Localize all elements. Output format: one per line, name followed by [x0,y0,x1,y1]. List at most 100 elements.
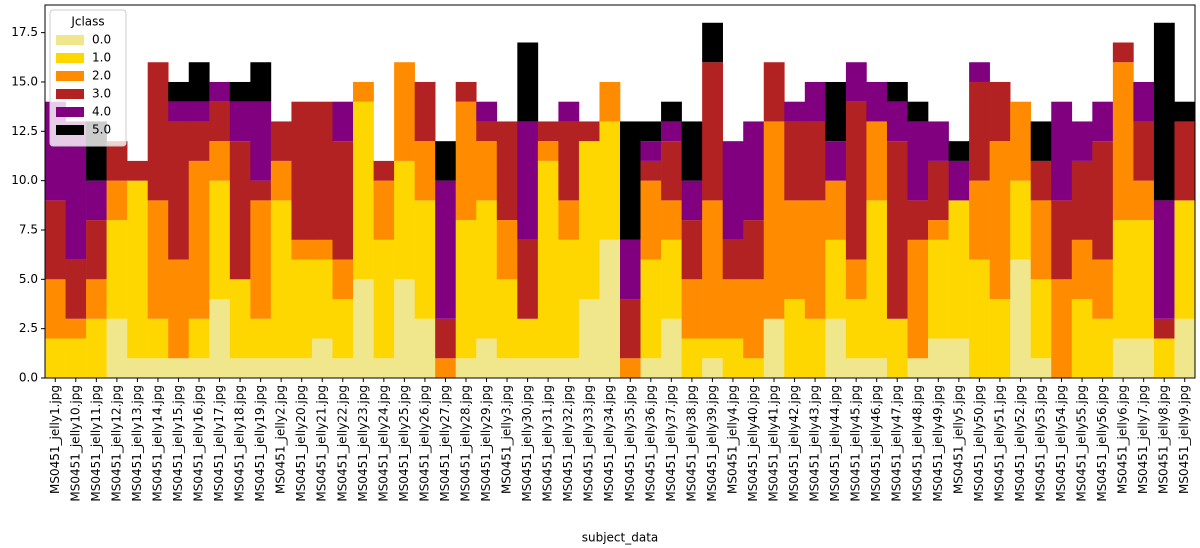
bar-segment [907,239,929,359]
bar-segment [886,101,908,142]
bar-segment [311,338,333,378]
bar-segment [599,239,621,378]
bar-segment [907,101,929,122]
x-tick-label: MS0451_jelly5.jpg [951,385,965,494]
bar-segment [928,220,949,240]
bar-segment [702,338,723,359]
bar-segment [45,338,66,378]
x-tick-label: MS0451_jelly40.jpg [746,385,760,502]
bar-segment [948,338,970,378]
bar-segment [65,121,87,260]
bar-segment [45,200,66,280]
bar-segment [209,180,231,300]
bar-segment [804,121,826,201]
bar-segment [681,338,703,378]
bar-segment [476,101,498,122]
bar-segment [928,121,949,161]
bar-segment [1092,318,1114,378]
bar-segment [640,121,662,142]
bar-segment [1030,358,1052,378]
x-tick-label: MS0451_jelly45.jpg [849,385,863,502]
bar-segment [250,318,272,359]
x-tick-label: MS0451_jelly56.jpg [1095,385,1109,502]
bar-segment [1092,259,1114,319]
y-tick-label: 2.5 [19,321,38,335]
x-tick-label: MS0451_jelly49.jpg [931,385,945,502]
x-tick-label: MS0451_jelly53.jpg [1033,385,1047,502]
bar-segment [578,299,600,378]
x-axis-label: subject_data [582,531,659,545]
x-tick-label: MS0451_jelly55.jpg [1075,385,1089,502]
bar-segment [106,220,128,319]
bar-segment [476,121,498,142]
bar-segment [681,180,703,221]
bar-segment [476,200,498,339]
bar-segment [414,200,436,319]
bar-segment [578,121,600,142]
bar-segment [948,141,970,161]
x-tick-label: MS0451_jelly54.jpg [1054,385,1068,502]
bar-segment [989,81,1011,142]
x-tick-label: MS0451_jelly50.jpg [972,385,986,502]
bar-segment [229,81,251,102]
bar-segment [414,141,436,201]
bar-segment [476,141,498,201]
bar-segment [373,180,395,240]
bar-segment [455,220,477,359]
x-tick-label: MS0451_jelly38.jpg [684,385,698,502]
bar-segment [229,279,251,359]
bar-segment [1174,318,1196,378]
bar-segment [661,318,682,378]
legend-title: Jclass [70,15,104,29]
bar-segment [517,42,539,122]
legend-label: 1.0 [92,51,111,65]
bar-segment [311,101,333,240]
bar-segment [270,160,292,201]
bar-segment [517,239,539,319]
bar-segment [722,338,744,378]
bar-segment [845,101,867,260]
x-tick-label: MS0451_jelly44.jpg [828,385,842,502]
bar-segment [435,358,457,378]
bar-segment [825,318,847,378]
bar-segment [291,358,313,378]
bar-segment [455,358,477,378]
x-tick-label: MS0451_jelly24.jpg [376,385,390,502]
bar-segment [332,101,354,142]
x-tick-label: MS0451_jelly4.jpg [725,385,739,494]
bar-segment [640,259,662,359]
bar-segment [722,279,744,339]
y-tick-label: 17.5 [11,25,38,39]
bar-segment [147,358,169,378]
bar-segment [702,22,723,63]
x-tick-label: MS0451_jelly46.jpg [869,385,883,502]
x-tick-label: MS0451_jelly47.jpg [890,385,904,502]
y-tick-label: 12.5 [11,124,38,138]
bar-segment [168,121,190,260]
bar-segment [1010,101,1032,181]
bar-segment [578,141,600,300]
bar-segment [763,62,785,122]
bar-segment [496,358,518,378]
bar-segment [209,299,231,378]
bar-segment [661,141,682,201]
x-tick-label: MS0451_jelly15.jpg [171,385,185,502]
bar-segment [353,279,374,378]
bar-segment [1051,200,1073,280]
bar-segment [1051,101,1073,201]
bar-segment [969,81,990,181]
bar-segment [1133,220,1155,339]
bar-segment [1071,160,1093,240]
bar-segment [106,141,128,181]
bars [45,22,1196,378]
bar-segment [291,239,313,260]
bar-segment [1071,239,1093,300]
bar-segment [640,141,662,161]
x-tick-label: MS0451_jelly27.jpg [438,385,452,502]
bar-segment [558,121,580,201]
bar-segment [825,180,847,240]
bar-segment [455,81,477,102]
bar-segment [1174,121,1196,201]
bar-segment [229,101,251,142]
